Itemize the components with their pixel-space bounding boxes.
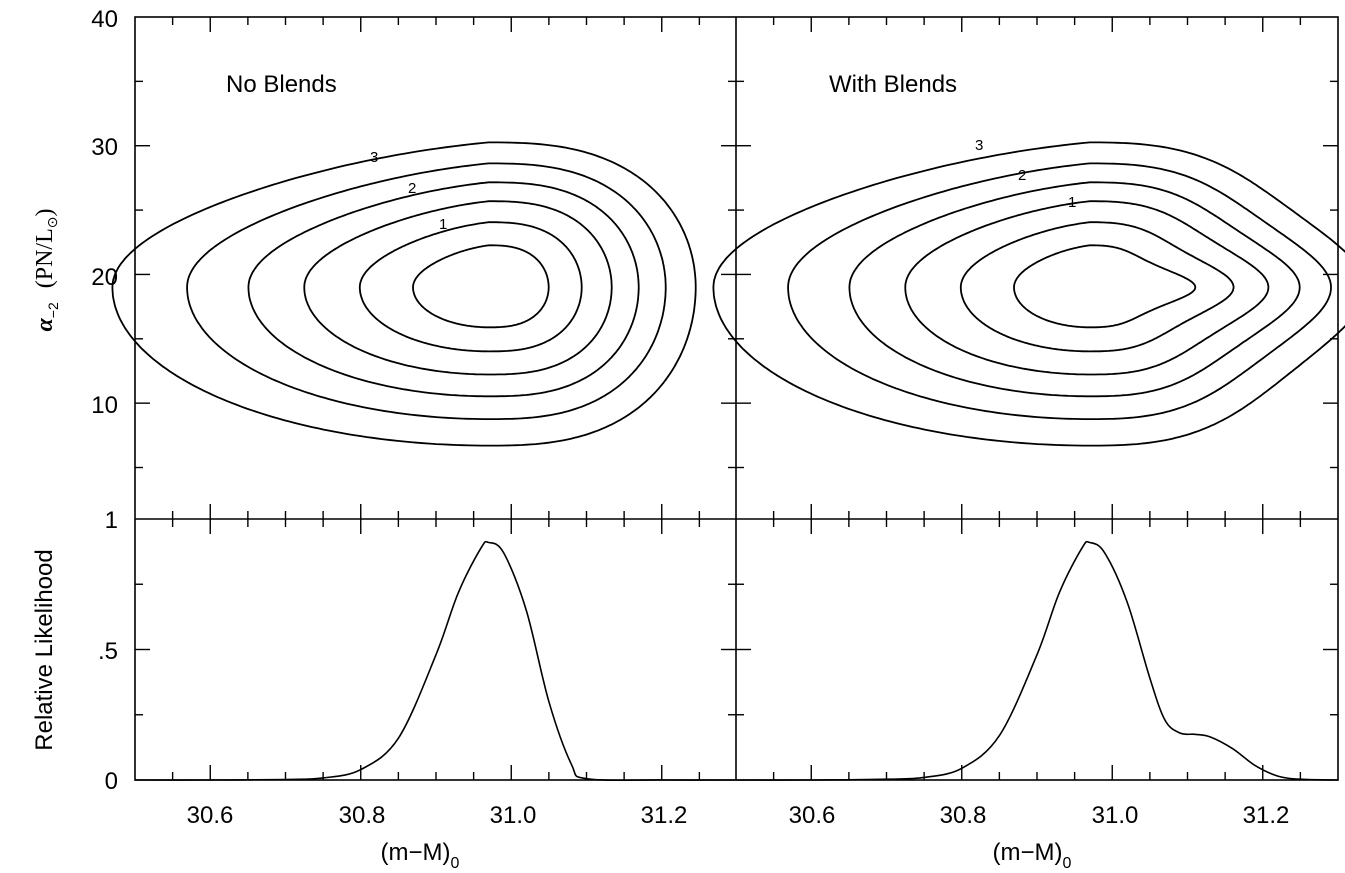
x-axis-title-left-sub: 0 — [451, 855, 460, 872]
contour-left-level-1 — [412, 244, 550, 329]
y-axis-title-unit: (PN/L — [32, 228, 58, 288]
panel-title-left: No Blends — [226, 71, 337, 98]
contour-right-level-4 — [848, 181, 1301, 398]
contour-right-level-6 — [712, 141, 1345, 447]
likelihood-curves — [134, 540, 1339, 782]
y-tick-label-10: 10 — [91, 392, 118, 419]
x-axis-title-right: (m−M)0 — [993, 839, 1072, 872]
x-axis-title-left: (m−M)0 — [381, 839, 460, 872]
contour-left-level-4 — [247, 181, 640, 398]
x-axis-title-right-sub: 0 — [1063, 855, 1072, 872]
x-axis-title-right-main: (m−M) — [993, 839, 1063, 866]
likelihood-curve-no-blends — [134, 540, 738, 782]
contour-label-3-right: 3 — [975, 137, 983, 154]
y-tick-label-half: .5 — [98, 638, 118, 665]
y-tick-label-30: 30 — [91, 134, 118, 161]
x-tick-label-30.8-left: 30.8 — [339, 802, 386, 829]
contour-lines — [111, 141, 1345, 447]
contour-left-level-3 — [303, 200, 613, 376]
contour-label-3-left: 3 — [370, 149, 378, 166]
x-tick-label-31.2-right: 31.2 — [1243, 802, 1290, 829]
y-tick-label-0: 0 — [105, 768, 118, 795]
x-tick-label-31.2-left: 31.2 — [641, 802, 688, 829]
likelihood-curve-with-blends — [735, 540, 1339, 781]
contour-label-2-left: 2 — [408, 180, 416, 197]
tick-marks — [135, 17, 1338, 780]
y-axis-title-alpha: α — [32, 317, 58, 331]
x-tick-label-30.8-right: 30.8 — [940, 802, 987, 829]
contour-left-level-2 — [358, 221, 583, 353]
contour-label-1-right: 1 — [1068, 194, 1076, 211]
y-axis-title-bottom: Relative Likelihood — [31, 549, 58, 750]
y-axis-title-sun: ⊙ — [46, 217, 61, 229]
y-axis-title-alpha-sub: −2 — [45, 302, 61, 318]
y-axis-title-close: ) — [32, 209, 58, 217]
x-tick-label-31.0-left: 31.0 — [490, 802, 537, 829]
y-tick-label-20: 20 — [91, 264, 118, 291]
contour-right-level-5 — [787, 162, 1332, 420]
contour-label-1-left: 1 — [439, 216, 447, 233]
y-tick-label-40: 40 — [91, 6, 118, 33]
contour-label-2-right: 2 — [1018, 167, 1026, 184]
x-tick-label-30.6-left: 30.6 — [187, 802, 234, 829]
y-tick-label-1: 1 — [105, 507, 118, 534]
x-axis-title-left-main: (m−M) — [381, 839, 451, 866]
panel-frames — [134, 16, 1339, 781]
panel-title-right: With Blends — [829, 71, 957, 98]
contour-right-level-3 — [904, 200, 1270, 376]
contour-left-level-6 — [111, 141, 697, 447]
x-tick-label-30.6-right: 30.6 — [789, 802, 836, 829]
x-tick-label-31.0-right: 31.0 — [1092, 802, 1139, 829]
contour-left-level-5 — [186, 162, 667, 420]
contour-right-level-2 — [959, 221, 1235, 353]
contour-right-level-1 — [1013, 244, 1197, 329]
y-axis-title-top: α−2 (PN/L⊙) — [32, 209, 61, 332]
